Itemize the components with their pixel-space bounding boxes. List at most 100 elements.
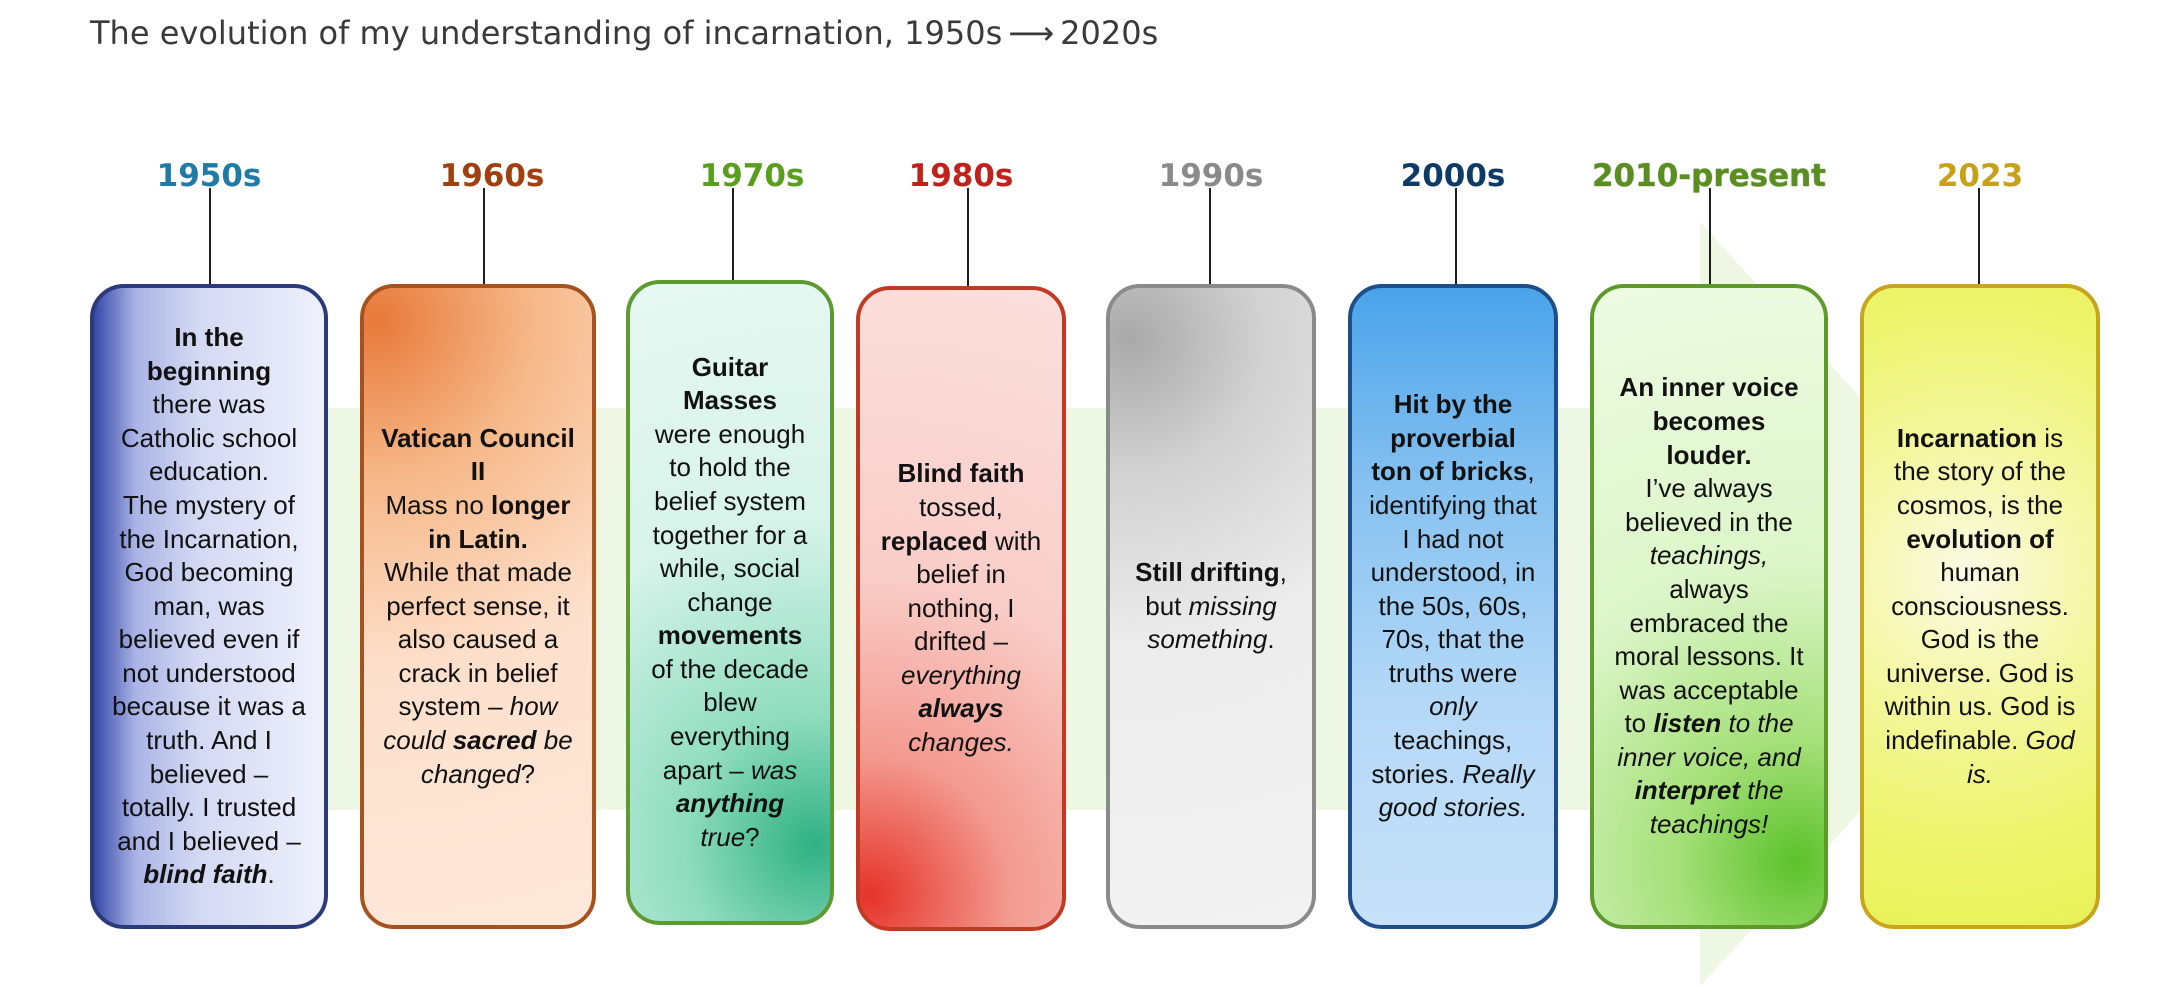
era-card-text: In the beginning there was Catholic schoo… (110, 321, 308, 892)
era-card: Blind faith tossed, replaced with belief … (856, 286, 1066, 931)
text-run: everything (901, 659, 1021, 690)
text-run: longer in Latin. (428, 489, 571, 554)
era-card-text: Vatican Council II Mass no longer in Lati… (380, 422, 576, 792)
text-run: replaced (880, 525, 988, 556)
text-run: ? (520, 758, 536, 789)
era-label: 2010-present (1591, 158, 1826, 194)
text-run: Blind faith (897, 458, 1025, 489)
era-card-text: Blind faith tossed, replaced with belief … (876, 457, 1046, 759)
text-run: always embraced the moral lessons. It wa… (1614, 573, 1804, 739)
card-paragraph: were enough to hold the belief system to… (646, 418, 814, 855)
text-run: there was Catholic school (120, 389, 298, 453)
text-run: While that made perfect sense, it also c… (384, 557, 572, 722)
connector-line (1709, 188, 1711, 284)
text-run: were enough to hold the belief system to… (652, 418, 808, 617)
text-run: Incarnation (1896, 422, 2038, 453)
text-run: Hit by the proverbial ton of bricks (1371, 389, 1528, 487)
text-run: anything (675, 788, 785, 819)
era-label: 1960s (439, 158, 545, 194)
era-card-text: An inner voice becomes louder. I’ve alway… (1610, 371, 1808, 841)
card-paragraph: Blind faith (876, 457, 1046, 491)
text-run: of the decade blew everything apart – (651, 653, 809, 785)
text-run: I’ve always believed in the (1625, 473, 1793, 537)
text-run: teachings, (1393, 725, 1513, 756)
card-paragraph: I’ve always believed in the teachings, a… (1610, 472, 1808, 842)
era-card: Guitar Masses were enough to hold the bel… (626, 280, 834, 925)
era-label: 2023 (1936, 158, 2024, 194)
text-run: be changed (420, 725, 573, 789)
era-card: Incarnation is the story of the cosmos, … (1860, 284, 2100, 929)
text-run: missing something (1147, 590, 1277, 655)
text-run: Guitar Masses (683, 351, 777, 416)
text-run: movements (657, 620, 803, 651)
text-run: God is. (1967, 725, 2075, 789)
page-title: The evolution of my understanding of inc… (90, 14, 1159, 52)
text-run: the teachings! (1649, 775, 1784, 840)
era-card: In the beginning there was Catholic schoo… (90, 284, 328, 929)
connector-line (1209, 188, 1211, 284)
text-run: ? (745, 821, 760, 852)
era-card: An inner voice becomes louder. I’ve alway… (1590, 284, 1828, 929)
text-run: was (750, 754, 798, 785)
text-run: how could (383, 691, 558, 756)
text-run: In the beginning (146, 321, 272, 386)
text-run: , but (1145, 557, 1287, 621)
card-paragraph: Hit by the proverbial ton of bricks, ide… (1368, 388, 1538, 825)
era-card-text: Incarnation is the story of the cosmos, … (1880, 422, 2080, 792)
text-run: sacred (452, 725, 537, 756)
card-paragraph: In the beginning (110, 321, 308, 388)
text-run: Really good stories. (1378, 758, 1535, 823)
card-paragraph: Vatican Council II (380, 422, 576, 489)
connector-line (209, 188, 211, 284)
text-run: with belief in nothing, I drifted – (907, 525, 1042, 657)
card-paragraph: An inner voice becomes louder. (1610, 371, 1808, 472)
text-run: tossed, (919, 491, 1003, 522)
card-paragraph: Incarnation is the story of the cosmos, … (1880, 422, 2080, 792)
connector-line (483, 188, 485, 284)
card-paragraph: tossed, replaced with belief in nothing,… (876, 491, 1046, 760)
text-run: only (1429, 691, 1477, 722)
era-card-text: Still drifting, but missing something. (1126, 556, 1296, 657)
text-run: The mystery of the Incarnation, God beco… (112, 489, 306, 856)
text-run: true (700, 821, 746, 852)
connector-line (1978, 188, 1980, 284)
text-run: changes. (908, 727, 1014, 758)
text-run: Mass no (385, 489, 492, 520)
card-paragraph: Still drifting, but missing something. (1126, 556, 1296, 657)
text-run: An inner voice becomes louder. (1619, 372, 1799, 470)
text-run: always (918, 693, 1004, 724)
connector-line (967, 188, 969, 286)
era-label: 1980s (908, 158, 1014, 194)
text-run: teachings, (1649, 540, 1769, 571)
card-paragraph: Mass no longer in Latin. (380, 489, 576, 556)
text-run: Still drifting (1135, 557, 1280, 588)
text-run: is the story of the cosmos, is the (1894, 422, 2066, 520)
text-run: education. (149, 456, 269, 487)
era-label: 1950s (156, 158, 262, 194)
text-run: to the inner voice, and (1617, 708, 1801, 772)
connector-line (732, 188, 734, 280)
text-run: . (267, 859, 275, 890)
era-card-text: Guitar Masses were enough to hold the bel… (646, 351, 814, 855)
text-run: stories. (1371, 758, 1463, 789)
text-run: interpret (1634, 775, 1741, 806)
era-card: Still drifting, but missing something. (1106, 284, 1316, 929)
era-label: 2000s (1400, 158, 1506, 194)
era-card-text: Hit by the proverbial ton of bricks, ide… (1368, 388, 1538, 825)
text-run: evolution of (1906, 523, 2054, 554)
card-paragraph: Guitar Masses (646, 351, 814, 418)
text-run: . (1267, 624, 1275, 655)
connector-line (1455, 188, 1457, 284)
card-paragraph: there was Catholic school education. (110, 388, 308, 489)
text-run: Vatican Council II (381, 422, 575, 487)
card-paragraph: While that made perfect sense, it also c… (380, 556, 576, 791)
era-label: 1990s (1158, 158, 1264, 194)
text-run: human consciousness. God is the universe… (1884, 557, 2076, 756)
era-card: Hit by the proverbial ton of bricks, ide… (1348, 284, 1558, 929)
text-run: blind faith (143, 859, 268, 890)
text-run: listen (1653, 708, 1722, 739)
right-arrow-icon: ⟶ (1008, 14, 1055, 52)
card-paragraph: The mystery of the Incarnation, God beco… (110, 489, 308, 892)
era-card: Vatican Council II Mass no longer in Lati… (360, 284, 596, 929)
text-run: , identifying that I had not understood,… (1369, 456, 1537, 688)
